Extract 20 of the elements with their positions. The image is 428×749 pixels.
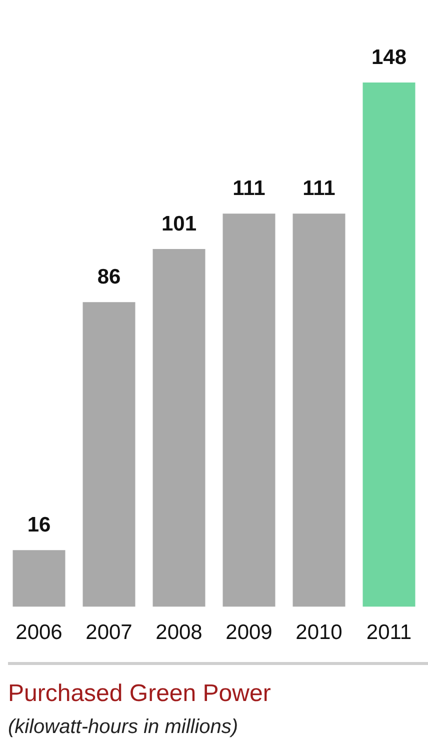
- x-tick-label: 2009: [226, 621, 272, 644]
- bar: [292, 214, 346, 607]
- data-label: 16: [27, 513, 51, 536]
- bar: [82, 302, 136, 607]
- data-label: 148: [371, 46, 407, 69]
- text: (kilowatt-hours in millions): [8, 716, 238, 739]
- bar: [152, 249, 206, 607]
- data-label: 101: [161, 212, 197, 236]
- bar: [222, 214, 276, 607]
- text: Purchased Green Power: [8, 680, 271, 708]
- bar: [362, 82, 416, 607]
- x-tick-label: 2011: [366, 621, 412, 644]
- x-tick-label: 2008: [156, 621, 202, 644]
- data-label: 111: [302, 176, 336, 200]
- data-label: 86: [97, 265, 121, 288]
- x-tick-label: 2007: [86, 621, 132, 644]
- x-tick-label: 2006: [16, 621, 62, 644]
- bar: [12, 550, 66, 607]
- x-tick-label: 2010: [296, 621, 342, 644]
- data-label: 111: [232, 176, 266, 200]
